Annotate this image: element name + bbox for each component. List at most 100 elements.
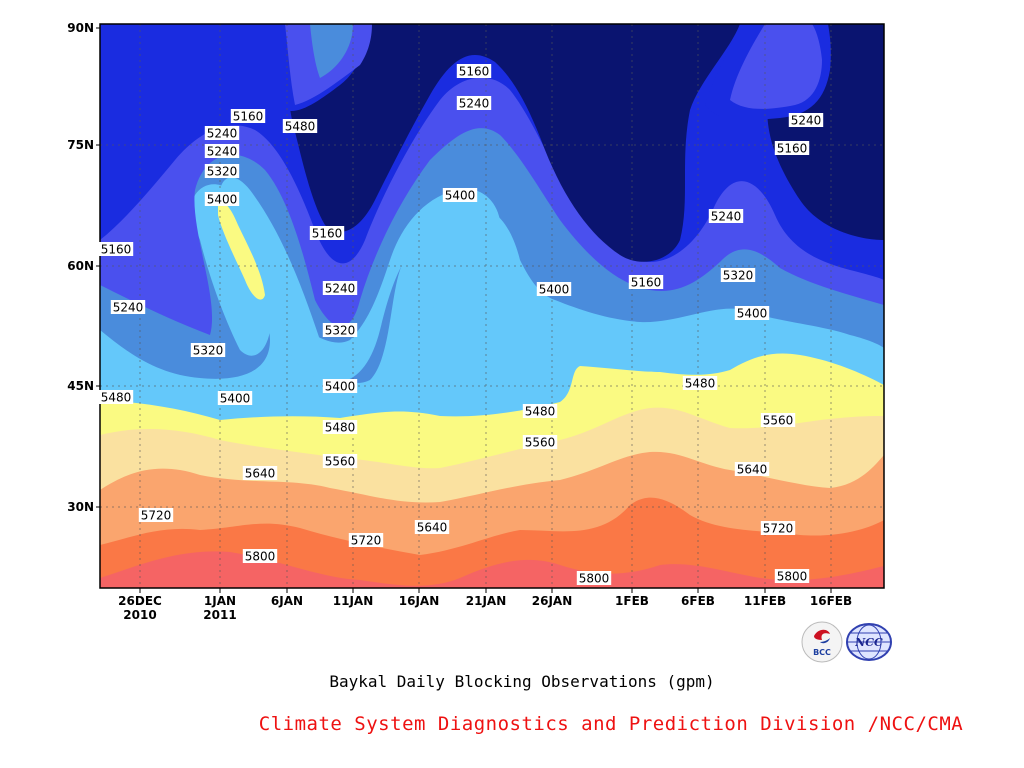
svg-text:5480: 5480 (285, 120, 316, 134)
svg-text:5320: 5320 (325, 324, 356, 338)
svg-text:5320: 5320 (193, 344, 224, 358)
contour-label: 5640 (414, 520, 450, 535)
plot-frame (99, 23, 885, 589)
y-axis: 30N 45N 60N 75N 90N (67, 21, 100, 514)
contour-label: 5160 (456, 64, 492, 79)
contour-label: 5640 (242, 466, 278, 481)
svg-text:5320: 5320 (207, 165, 238, 179)
x-tick-year: 2010 (123, 608, 156, 622)
x-tick-label: 16FEB (810, 594, 852, 608)
y-tick-label: 90N (67, 21, 94, 35)
x-tick-label: 6JAN (271, 594, 303, 608)
contour-label: 5160 (628, 275, 664, 290)
svg-text:5240: 5240 (207, 127, 238, 141)
svg-text:5720: 5720 (351, 534, 382, 548)
contour-label: 5320 (204, 164, 240, 179)
svg-text:5480: 5480 (325, 421, 356, 435)
svg-text:5160: 5160 (631, 276, 662, 290)
y-tick-label: 75N (67, 138, 94, 152)
svg-text:5160: 5160 (777, 142, 808, 156)
contour-label: 5320 (322, 323, 358, 338)
svg-text:5160: 5160 (312, 227, 343, 241)
svg-text:5560: 5560 (325, 455, 356, 469)
contour-label: 5480 (282, 119, 318, 134)
credit-text: Climate System Diagnostics and Predictio… (258, 713, 964, 735)
chart-title: Baykal Daily Blocking Observations (gpm) (329, 672, 715, 691)
contour-label: 5320 (190, 343, 226, 358)
contour-label: 5560 (322, 454, 358, 469)
svg-text:5640: 5640 (245, 467, 276, 481)
svg-text:5400: 5400 (220, 392, 251, 406)
svg-text:5640: 5640 (417, 521, 448, 535)
ncc-logo-text: NCC (854, 636, 883, 649)
contour-label: 5480 (98, 390, 134, 405)
contour-label: 5800 (774, 569, 810, 584)
svg-text:5480: 5480 (525, 405, 556, 419)
contour-label: 5400 (442, 188, 478, 203)
svg-text:5240: 5240 (791, 114, 822, 128)
contour-label: 5400 (536, 282, 572, 297)
svg-text:5240: 5240 (711, 210, 742, 224)
svg-text:5240: 5240 (113, 301, 144, 315)
svg-text:5720: 5720 (763, 522, 794, 536)
contour-label: 5240 (708, 209, 744, 224)
svg-text:5720: 5720 (141, 509, 172, 523)
contour-label: 5800 (242, 549, 278, 564)
svg-text:5240: 5240 (325, 282, 356, 296)
svg-text:5400: 5400 (325, 380, 356, 394)
contour-labels: 5160 5240 5320 5400 5480 5160 5240 5240 5320 5400… (98, 64, 824, 586)
contour-label: 5640 (734, 462, 770, 477)
svg-text:5400: 5400 (737, 307, 768, 321)
svg-text:5560: 5560 (525, 436, 556, 450)
contour-label: 5160 (774, 141, 810, 156)
svg-text:5240: 5240 (459, 97, 490, 111)
bcc-logo-text: BCC (813, 648, 831, 657)
contour-label: 5160 (230, 109, 266, 124)
contour-label: 5480 (682, 376, 718, 391)
contour-label: 5160 (98, 242, 134, 257)
svg-text:5240: 5240 (207, 145, 238, 159)
bcc-logo: BCC (801, 621, 843, 663)
svg-text:5400: 5400 (539, 283, 570, 297)
x-tick-label: 6FEB (681, 594, 715, 608)
contour-label: 5320 (720, 268, 756, 283)
svg-text:5320: 5320 (723, 269, 754, 283)
contour-label: 5720 (138, 508, 174, 523)
contour-label: 5560 (522, 435, 558, 450)
band-5480-5560-cell (218, 202, 265, 300)
y-tick-label: 60N (67, 259, 94, 273)
contour-label: 5160 (309, 226, 345, 241)
x-tick-label: 1JAN (204, 594, 236, 608)
svg-text:5800: 5800 (777, 570, 808, 584)
contour-label: 5240 (788, 113, 824, 128)
band-5320-north-left (310, 24, 353, 78)
contour-label: 5400 (734, 306, 770, 321)
band-5240-north-right (730, 24, 822, 109)
contour-label: 5400 (217, 391, 253, 406)
contour-label: 5720 (760, 521, 796, 536)
contour-label: 5560 (760, 413, 796, 428)
contour-label: 5800 (576, 571, 612, 586)
contour-label: 5240 (322, 281, 358, 296)
contour-label: 5720 (348, 533, 384, 548)
band-5400-5480-lobe (277, 188, 552, 391)
svg-text:5800: 5800 (245, 550, 276, 564)
x-tick-label: 26JAN (532, 594, 573, 608)
x-tick-year: 2011 (203, 608, 236, 622)
svg-text:5160: 5160 (233, 110, 264, 124)
svg-text:5160: 5160 (459, 65, 490, 79)
contour-label: 5240 (204, 144, 240, 159)
contour-label: 5240 (110, 300, 146, 315)
svg-text:5800: 5800 (579, 572, 610, 586)
x-tick-label: 21JAN (466, 594, 507, 608)
x-tick-label: 16JAN (399, 594, 440, 608)
x-tick-label: 11FEB (744, 594, 786, 608)
svg-text:5480: 5480 (101, 391, 132, 405)
svg-text:5480: 5480 (685, 377, 716, 391)
y-tick-label: 45N (67, 379, 94, 393)
contour-label: 5240 (456, 96, 492, 111)
contour-label: 5400 (204, 192, 240, 207)
svg-text:5160: 5160 (101, 243, 132, 257)
